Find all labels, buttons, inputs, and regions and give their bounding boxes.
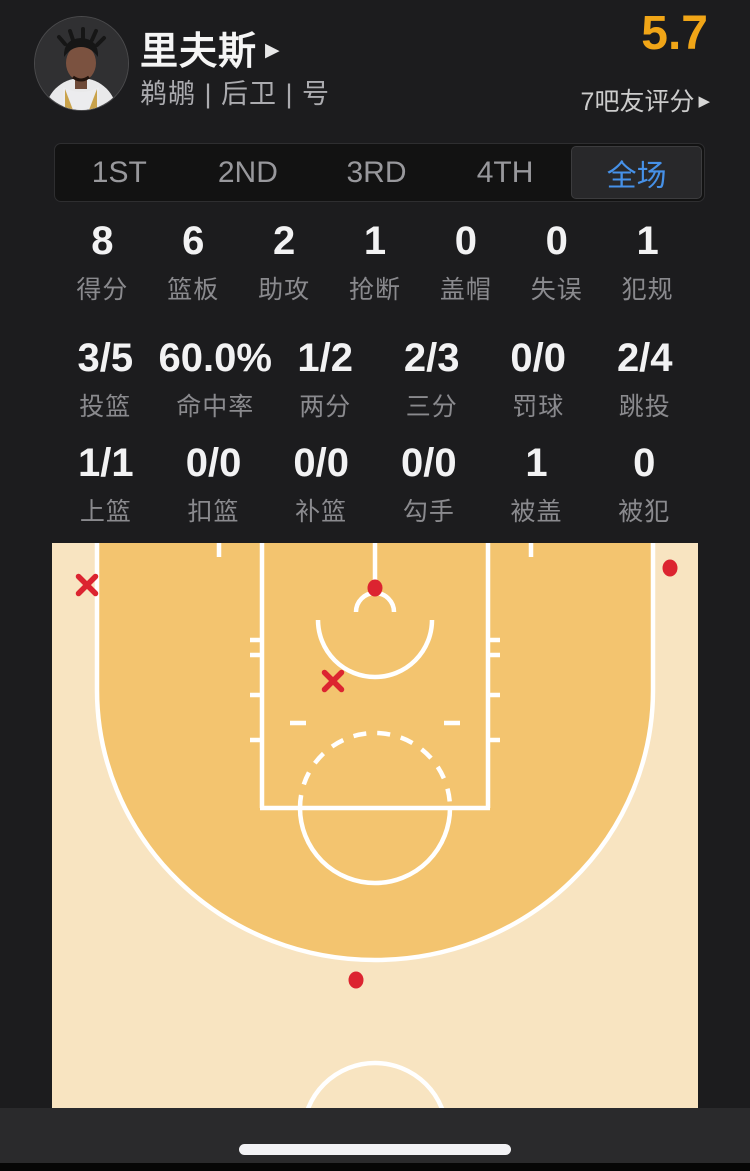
screen-bottom-edge <box>0 1163 750 1171</box>
stat-label: 盖帽 <box>439 276 492 304</box>
stat-value: 0/0 <box>510 336 567 380</box>
stat-label: 投篮 <box>79 393 132 421</box>
free-throw-circle-dashed <box>297 730 453 809</box>
player-avatar[interactable] <box>34 16 129 111</box>
stat-补篮: 0/0 补篮 <box>267 441 375 528</box>
rating-source-link[interactable]: 7吧友评分 ▶ <box>581 82 710 118</box>
stat-row-basic: 8 得分 6 篮板 2 助攻 1 抢断 0 盖帽 0 失误 1 犯规 <box>57 219 693 306</box>
stat-value: 6 <box>182 219 205 263</box>
stat-value: 1/1 <box>78 441 134 485</box>
center-circle <box>305 1060 445 1108</box>
stat-失误: 0 失误 <box>511 219 602 306</box>
stat-命中率: 60.0% 命中率 <box>159 336 272 423</box>
stat-label: 犯规 <box>621 276 674 304</box>
shot-make-dot <box>367 579 383 597</box>
stat-得分: 8 得分 <box>57 219 148 306</box>
player-meta: 鹈鹕 | 后卫 | 号 <box>140 79 331 109</box>
shot-chart-court <box>52 543 698 1108</box>
stat-value: 0/0 <box>185 441 242 485</box>
chevron-right-icon: ▶ <box>265 40 280 61</box>
chevron-right-icon: ▶ <box>698 93 710 110</box>
stat-label: 勾手 <box>402 498 455 526</box>
stat-罚球: 0/0 罚球 <box>485 336 592 423</box>
stat-value: 1/2 <box>297 336 353 380</box>
stat-label: 三分 <box>405 393 458 421</box>
lane-hash-marks-right <box>488 637 500 743</box>
stat-上篮: 1/1 上篮 <box>52 441 160 528</box>
stat-value: 1 <box>525 441 548 485</box>
shot-make-dot <box>662 559 678 577</box>
stat-value: 2/3 <box>403 336 460 380</box>
home-indicator[interactable] <box>239 1144 511 1155</box>
stat-抢断: 1 抢断 <box>330 219 421 306</box>
tab-2nd[interactable]: 2ND <box>217 155 278 189</box>
stat-label: 篮板 <box>167 276 220 304</box>
baseline-hash-marks <box>216 543 534 557</box>
stat-value: 8 <box>91 219 114 263</box>
stat-三分: 2/3 三分 <box>378 336 485 423</box>
shot-miss-x <box>75 573 99 597</box>
bottom-band <box>0 1108 750 1171</box>
court-inner-area <box>97 543 653 960</box>
stat-label: 补篮 <box>295 498 348 526</box>
stat-value: 1 <box>636 219 659 263</box>
stat-value: 0/0 <box>293 441 349 485</box>
stat-value: 60.0% <box>158 336 272 380</box>
stat-value: 2 <box>273 219 296 263</box>
stat-盖帽: 0 盖帽 <box>420 219 511 306</box>
stat-label: 被盖 <box>510 498 563 526</box>
three-point-line <box>94 543 656 963</box>
stat-label: 罚球 <box>512 393 565 421</box>
stat-value: 0 <box>633 441 656 485</box>
stat-value: 0 <box>454 219 477 263</box>
shot-make-dot <box>348 971 364 989</box>
stat-label: 上篮 <box>79 498 132 526</box>
stat-label: 被犯 <box>618 498 671 526</box>
stat-label: 命中率 <box>176 393 255 421</box>
shot-markers <box>75 559 678 989</box>
free-throw-circle-solid <box>297 807 453 886</box>
stat-被犯: 0 被犯 <box>590 441 698 528</box>
player-name-link[interactable]: 里夫斯 ▶ <box>140 20 280 75</box>
rating-score: 5.7 <box>641 7 708 60</box>
quarter-tabs: 1ST 2ND 3RD 4TH 全场 <box>54 143 705 202</box>
stat-label: 得分 <box>76 276 129 304</box>
player-photo <box>35 17 128 110</box>
court-lines <box>94 543 656 1108</box>
tab-4th[interactable]: 4TH <box>476 155 534 189</box>
stat-label: 扣篮 <box>187 498 240 526</box>
stat-篮板: 6 篮板 <box>148 219 239 306</box>
tab-3rd[interactable]: 3RD <box>346 155 407 189</box>
stat-value: 1 <box>363 219 387 263</box>
stat-row-shooting: 3/5 投篮 60.0% 命中率 1/2 两分 2/3 三分 0/0 罚球 2/4 跳投 <box>52 336 698 423</box>
stat-label: 助攻 <box>258 276 311 304</box>
stat-value: 2/4 <box>616 336 673 380</box>
stat-value: 0/0 <box>401 441 457 485</box>
stat-被盖: 1 被盖 <box>483 441 591 528</box>
tab-1st[interactable]: 1ST <box>91 155 147 189</box>
lane-hash-marks-left <box>250 637 262 743</box>
stat-跳投: 2/4 跳投 <box>591 336 698 423</box>
tab-全场[interactable]: 全场 <box>571 146 702 199</box>
stat-value: 3/5 <box>77 336 134 380</box>
stat-投篮: 3/5 投篮 <box>52 336 159 423</box>
stat-label: 两分 <box>299 393 352 421</box>
shot-miss-x <box>321 669 345 693</box>
stat-label: 跳投 <box>618 393 671 421</box>
stat-犯规: 1 犯规 <box>602 219 693 306</box>
stat-row-shot-types: 1/1 上篮 0/0 扣篮 0/0 补篮 0/0 勾手 1 被盖 0 被犯 <box>52 441 698 528</box>
stat-label: 抢断 <box>349 276 402 304</box>
stat-助攻: 2 助攻 <box>239 219 330 306</box>
stat-扣篮: 0/0 扣篮 <box>160 441 268 528</box>
stat-两分: 1/2 两分 <box>272 336 379 423</box>
stat-勾手: 0/0 勾手 <box>375 441 483 528</box>
player-name: 里夫斯 <box>140 31 258 73</box>
stat-value: 0 <box>545 219 568 263</box>
rating-source-label: 7吧友评分 <box>580 88 695 116</box>
stat-label: 失误 <box>530 276 583 304</box>
restricted-area-arc <box>315 619 435 680</box>
